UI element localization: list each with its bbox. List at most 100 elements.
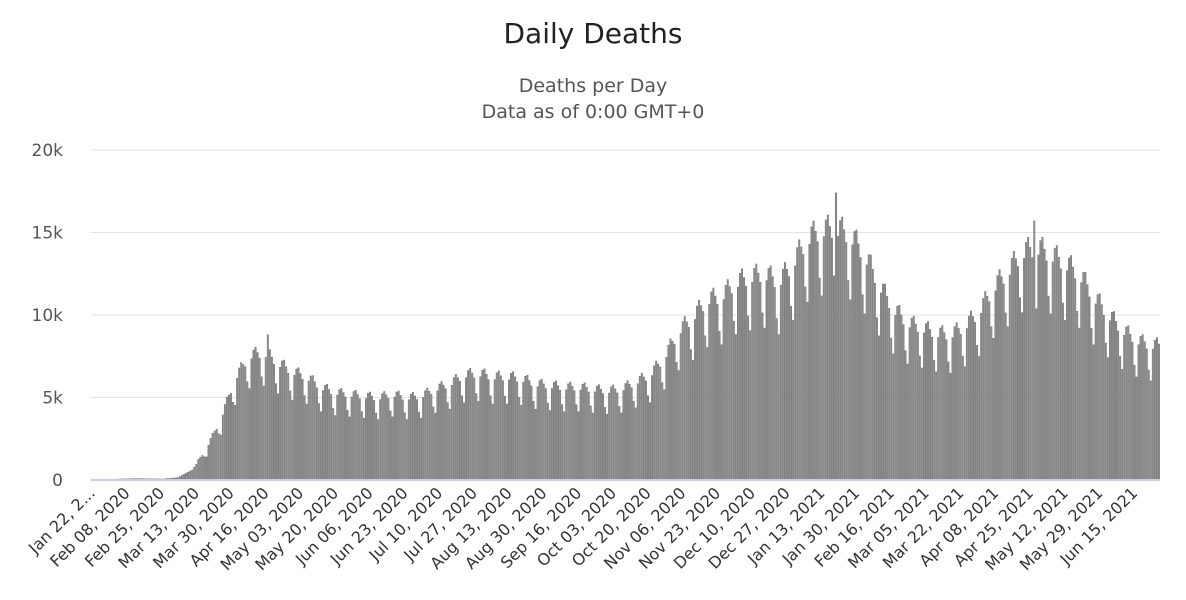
bar[interactable] <box>1017 266 1019 481</box>
bar[interactable] <box>1137 344 1140 481</box>
bar[interactable] <box>898 304 901 481</box>
bar[interactable] <box>614 388 617 481</box>
bar[interactable] <box>313 381 316 481</box>
bar[interactable] <box>299 373 302 481</box>
bar[interactable] <box>444 388 447 481</box>
bar[interactable] <box>600 388 602 481</box>
bar[interactable] <box>728 286 731 481</box>
bar[interactable] <box>689 349 692 481</box>
bar[interactable] <box>886 296 889 481</box>
bar[interactable] <box>761 312 764 481</box>
bar[interactable] <box>714 295 717 481</box>
bar[interactable] <box>716 303 719 481</box>
bar[interactable] <box>816 241 819 481</box>
bar[interactable] <box>736 286 739 481</box>
bar[interactable] <box>1023 258 1026 481</box>
bar[interactable] <box>1119 355 1122 481</box>
bar[interactable] <box>401 399 404 481</box>
bar[interactable] <box>871 269 874 481</box>
bar[interactable] <box>612 384 615 481</box>
bar[interactable] <box>377 419 380 481</box>
bar[interactable] <box>757 272 760 481</box>
bar[interactable] <box>1143 341 1146 481</box>
bar[interactable] <box>1158 343 1160 481</box>
bar[interactable] <box>225 396 228 481</box>
bar[interactable] <box>976 345 978 481</box>
bar[interactable] <box>904 350 907 481</box>
bar[interactable] <box>385 394 388 481</box>
bar[interactable] <box>775 318 778 481</box>
bar[interactable] <box>256 352 259 481</box>
bar[interactable] <box>855 229 858 481</box>
bar[interactable] <box>1047 295 1050 481</box>
bar[interactable] <box>972 316 974 481</box>
bar[interactable] <box>516 381 519 481</box>
bar[interactable] <box>364 398 367 481</box>
bar[interactable] <box>348 416 351 481</box>
bar[interactable] <box>520 405 523 481</box>
bar[interactable] <box>506 403 508 481</box>
bar[interactable] <box>992 338 995 481</box>
bar[interactable] <box>659 366 662 481</box>
bar[interactable] <box>835 192 837 481</box>
bar[interactable] <box>1068 257 1070 481</box>
bar[interactable] <box>528 380 531 481</box>
bar[interactable] <box>1082 272 1085 481</box>
bar[interactable] <box>336 394 339 481</box>
bar[interactable] <box>197 459 200 481</box>
bar[interactable] <box>248 388 251 481</box>
bar[interactable] <box>428 390 431 481</box>
bar[interactable] <box>338 389 341 481</box>
bar[interactable] <box>593 391 596 481</box>
bar[interactable] <box>391 416 394 481</box>
bar[interactable] <box>951 337 954 481</box>
bar[interactable] <box>1035 308 1038 481</box>
bar[interactable] <box>788 276 790 481</box>
bar[interactable] <box>700 305 703 481</box>
bar[interactable] <box>297 367 300 481</box>
bar[interactable] <box>692 360 694 481</box>
bar[interactable] <box>199 456 202 481</box>
bar[interactable] <box>569 381 572 481</box>
bar[interactable] <box>358 398 361 481</box>
bar[interactable] <box>734 334 737 481</box>
bar[interactable] <box>655 360 658 481</box>
bar[interactable] <box>708 304 711 481</box>
bar[interactable] <box>853 231 856 481</box>
bar[interactable] <box>503 395 506 481</box>
bar[interactable] <box>1094 303 1097 481</box>
bar[interactable] <box>375 412 378 481</box>
bar[interactable] <box>1145 348 1148 481</box>
bar[interactable] <box>696 305 698 481</box>
bar[interactable] <box>681 321 684 481</box>
bar[interactable] <box>1133 364 1136 481</box>
bar[interactable] <box>532 401 535 481</box>
bar[interactable] <box>800 246 803 481</box>
bar[interactable] <box>618 406 621 481</box>
bar[interactable] <box>473 377 476 481</box>
bar[interactable] <box>910 317 913 481</box>
bar[interactable] <box>1027 237 1030 481</box>
bar[interactable] <box>616 392 619 481</box>
bar[interactable] <box>675 362 678 481</box>
bar[interactable] <box>982 298 985 481</box>
bar[interactable] <box>193 466 196 481</box>
bar[interactable] <box>405 419 408 481</box>
bar[interactable] <box>191 469 194 481</box>
bar[interactable] <box>393 396 396 481</box>
bar[interactable] <box>1012 251 1015 481</box>
bar[interactable] <box>673 343 676 481</box>
bar[interactable] <box>837 235 840 481</box>
bar[interactable] <box>458 381 461 481</box>
bar[interactable] <box>383 391 386 481</box>
bar[interactable] <box>1139 336 1142 481</box>
bar[interactable] <box>553 382 555 481</box>
bar[interactable] <box>403 412 406 481</box>
bar[interactable] <box>894 315 897 481</box>
bar[interactable] <box>544 388 547 481</box>
bar[interactable] <box>732 320 735 481</box>
bar[interactable] <box>720 344 723 481</box>
bar[interactable] <box>822 236 825 481</box>
bar[interactable] <box>469 368 472 481</box>
bar[interactable] <box>234 405 237 481</box>
